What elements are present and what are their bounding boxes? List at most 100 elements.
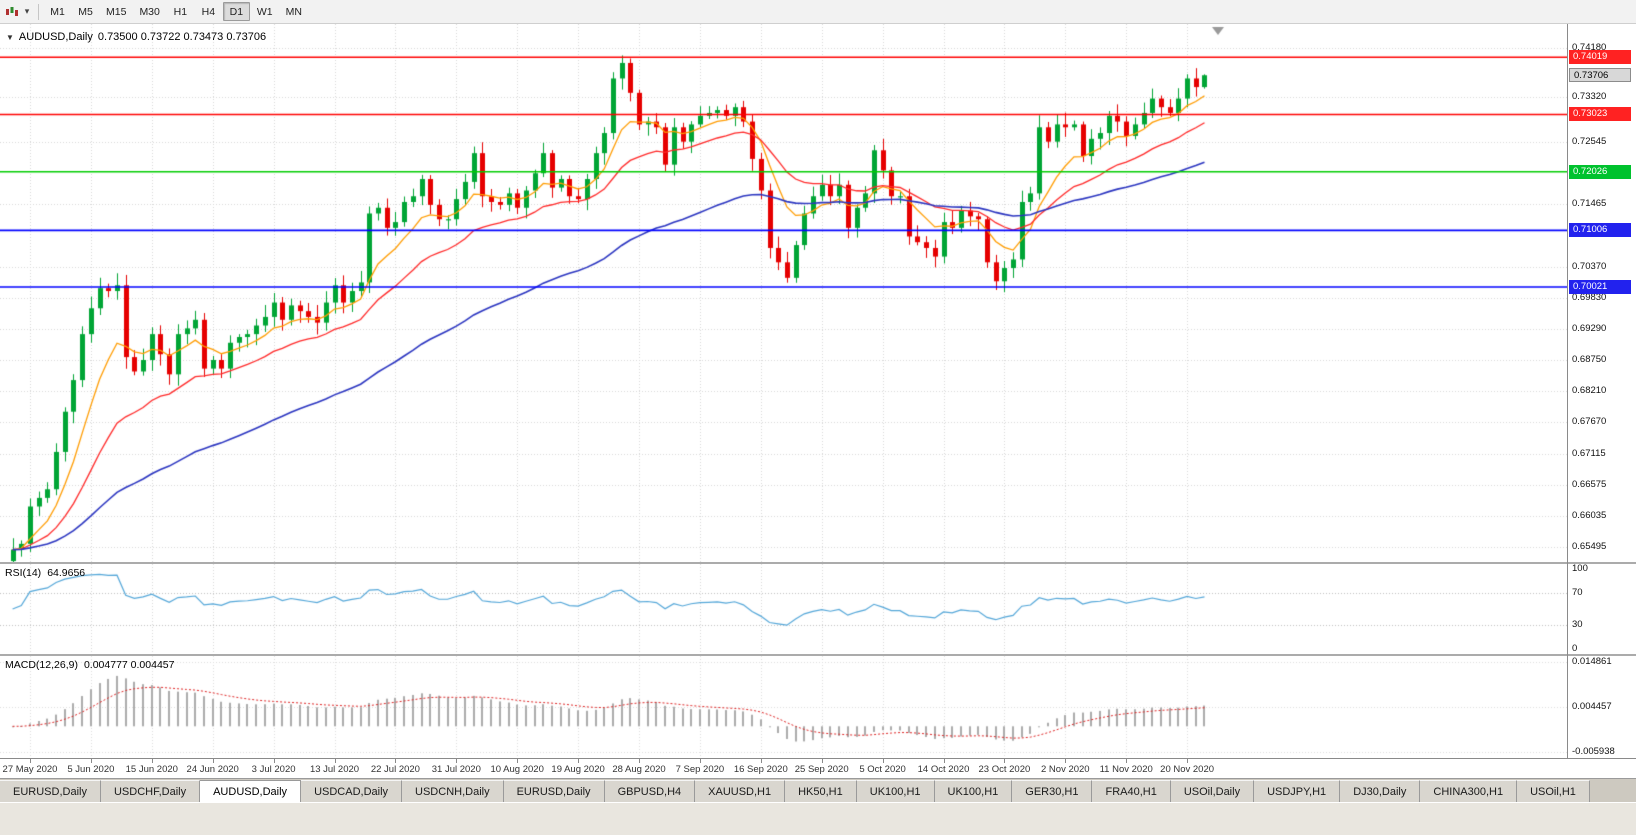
- macd-axis[interactable]: 0.014861 0.004457 -0.005938: [1568, 656, 1636, 758]
- price-axis-label: 0.69830: [1572, 291, 1607, 303]
- time-axis-label: 16 Sep 2020: [733, 764, 788, 775]
- chart-tab-xauusd-h1[interactable]: XAUUSD,H1: [695, 780, 786, 802]
- main-chart-canvas[interactable]: [0, 24, 1567, 562]
- macd-canvas[interactable]: [0, 656, 1567, 758]
- timeframe-button-h1[interactable]: H1: [173, 5, 188, 18]
- chart-tab-bar: EURUSD,Daily USDCHF,Daily AUDUSD,Daily USDC…: [0, 778, 1636, 802]
- axis-separator: [1567, 24, 1568, 758]
- price-axis-label: 0.69290: [1572, 322, 1607, 334]
- rsi-label: RSI(14) 64.9656: [5, 567, 85, 579]
- chart-area: ▼ AUDUSD,Daily 0.73500 0.73722 0.73473 0…: [0, 24, 1636, 778]
- timeframe-button-w1[interactable]: W1: [256, 5, 273, 18]
- chart-title: ▼ AUDUSD,Daily 0.73500 0.73722 0.73473 0…: [6, 31, 266, 43]
- time-axis[interactable]: 27 May 2020 5 Jun 2020 15 Jun 2020 24 Jun 2…: [0, 758, 1636, 778]
- price-axis[interactable]: 0.74180 0.73320 0.72545 0.71465 0.70370 0.698…: [1568, 24, 1636, 562]
- price-axis-label: 0.70370: [1572, 260, 1607, 272]
- time-axis-label: 24 Jun 2020: [186, 764, 239, 775]
- price-axis-label: 0.66575: [1572, 478, 1607, 490]
- pane-divider[interactable]: [0, 562, 1636, 564]
- chart-tab-china300-h1[interactable]: CHINA300,H1: [1420, 780, 1518, 802]
- chart-tab-usdjpy-h1[interactable]: USDJPY,H1: [1254, 780, 1341, 802]
- time-axis-label: 27 May 2020: [2, 764, 58, 775]
- chart-symbol-label: AUDUSD,Daily: [18, 31, 93, 43]
- new-chart-icon[interactable]: [3, 2, 21, 22]
- time-tick: [1187, 759, 1189, 763]
- timeframe-button-d1[interactable]: D1: [222, 2, 250, 21]
- timeframe-toolbar: ▾ M1 M5 M15 M30 H1 H4 D1 W1 MN: [0, 0, 1636, 24]
- chart-tab-usoil-h1[interactable]: USOil,H1: [1517, 780, 1590, 802]
- time-tick: [1126, 759, 1128, 763]
- time-tick: [517, 759, 519, 763]
- price-axis-label: 0.65495: [1572, 541, 1607, 552]
- time-tick: [699, 759, 701, 763]
- timeframe-button-mn[interactable]: MN: [285, 5, 302, 18]
- price-axis-label: 0.66035: [1572, 509, 1607, 521]
- chart-tab-usoil-daily[interactable]: USOil,Daily: [1170, 780, 1255, 802]
- chart-tab-eurusd-daily[interactable]: EURUSD,Daily: [0, 780, 101, 802]
- rsi-pane: RSI(14) 64.9656 100 70 30 0: [0, 564, 1636, 654]
- time-tick: [943, 759, 945, 763]
- chart-tab-usdcnh-daily[interactable]: USDCNH,Daily: [402, 780, 504, 802]
- time-tick: [456, 759, 458, 763]
- chart-tab-uk100-h1[interactable]: UK100,H1: [856, 780, 935, 802]
- main-price-pane: ▼ AUDUSD,Daily 0.73500 0.73722 0.73473 0…: [0, 24, 1636, 562]
- time-tick: [821, 759, 823, 763]
- price-axis-label: 0.73320: [1572, 91, 1607, 103]
- time-axis-label: 19 Aug 2020: [551, 764, 605, 775]
- level-price-badge: 0.71006: [1569, 223, 1631, 238]
- chart-tab-hk50-h1[interactable]: HK50,H1: [785, 780, 857, 802]
- chart-tab-uk100-h1[interactable]: UK100,H1: [934, 780, 1013, 802]
- chart-tab-usdcad-daily[interactable]: USDCAD,Daily: [301, 780, 403, 802]
- mini-candles-glyph: [6, 7, 18, 16]
- macd-pane: MACD(12,26,9) 0.004777 0.004457 0.014861…: [0, 656, 1636, 758]
- chart-tab-usdchf-daily[interactable]: USDCHF,Daily: [100, 780, 201, 802]
- timeframe-button-m30[interactable]: M30: [139, 5, 160, 18]
- time-axis-label: 25 Sep 2020: [794, 764, 849, 775]
- time-tick: [90, 759, 92, 763]
- level-price-badge: 0.70021: [1569, 279, 1631, 294]
- rsi-axis-label: 30: [1572, 619, 1583, 630]
- macd-label: MACD(12,26,9) 0.004777 0.004457: [5, 659, 174, 671]
- time-tick: [212, 759, 214, 763]
- pane-divider[interactable]: [0, 654, 1636, 656]
- macd-values: 0.004777 0.004457: [83, 659, 175, 671]
- chart-ohlc-values: 0.73500 0.73722 0.73473 0.73706: [97, 31, 267, 43]
- rsi-axis[interactable]: 100 70 30 0: [1568, 564, 1636, 654]
- timeframe-button-m5[interactable]: M5: [78, 5, 93, 18]
- current-price-badge: 0.73706: [1569, 68, 1631, 83]
- chart-tab-dj30-daily[interactable]: DJ30,Daily: [1340, 780, 1421, 802]
- timeframe-button-m15[interactable]: M15: [106, 5, 127, 18]
- timeframe-button-h4[interactable]: H4: [201, 5, 216, 18]
- price-axis-label: 0.68750: [1572, 353, 1607, 365]
- price-axis-label: 0.67670: [1572, 416, 1607, 428]
- chart-tab-ger30-h1[interactable]: GER30,H1: [1012, 780, 1093, 802]
- timeframe-button-m1[interactable]: M1: [50, 5, 65, 18]
- rsi-value: 64.9656: [47, 567, 86, 579]
- time-axis-label: 23 Oct 2020: [978, 764, 1031, 775]
- time-axis-label: 2 Nov 2020: [1041, 764, 1090, 775]
- time-axis-label: 3 Jul 2020: [251, 764, 296, 775]
- chart-tab-eurusd-daily[interactable]: EURUSD,Daily: [503, 780, 605, 802]
- time-axis-label: 28 Aug 2020: [612, 764, 666, 775]
- rsi-axis-label: 70: [1572, 587, 1583, 598]
- rsi-canvas[interactable]: [0, 564, 1567, 654]
- time-tick: [1065, 759, 1067, 763]
- macd-axis-label: 0.004457: [1572, 701, 1612, 713]
- time-axis-label: 5 Jun 2020: [67, 764, 115, 775]
- time-axis-label: 5 Oct 2020: [859, 764, 906, 775]
- toolbar-separator: [38, 3, 39, 20]
- chart-tab-fra40-h1[interactable]: FRA40,H1: [1092, 780, 1171, 802]
- chart-tab-audusd-daily[interactable]: AUDUSD,Daily: [200, 780, 302, 802]
- time-axis-label: 22 Jul 2020: [370, 764, 420, 775]
- time-axis-label: 31 Jul 2020: [431, 764, 481, 775]
- symbol-marker-icon[interactable]: ▼: [6, 32, 14, 42]
- time-axis-label: 20 Nov 2020: [1160, 764, 1215, 775]
- macd-axis-label: -0.005938: [1572, 746, 1615, 757]
- time-tick: [882, 759, 884, 763]
- level-price-badge: 0.72026: [1569, 164, 1631, 179]
- chart-dropdown-caret-icon[interactable]: ▾: [24, 6, 30, 16]
- time-axis-label: 14 Oct 2020: [917, 764, 970, 775]
- chart-tab-gbpusd-h4[interactable]: GBPUSD,H4: [604, 780, 696, 802]
- time-tick: [334, 759, 336, 763]
- level-price-badge: 0.73023: [1569, 107, 1631, 122]
